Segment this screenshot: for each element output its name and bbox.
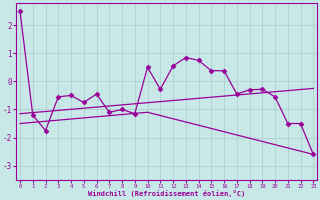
X-axis label: Windchill (Refroidissement éolien,°C): Windchill (Refroidissement éolien,°C) (88, 190, 245, 197)
